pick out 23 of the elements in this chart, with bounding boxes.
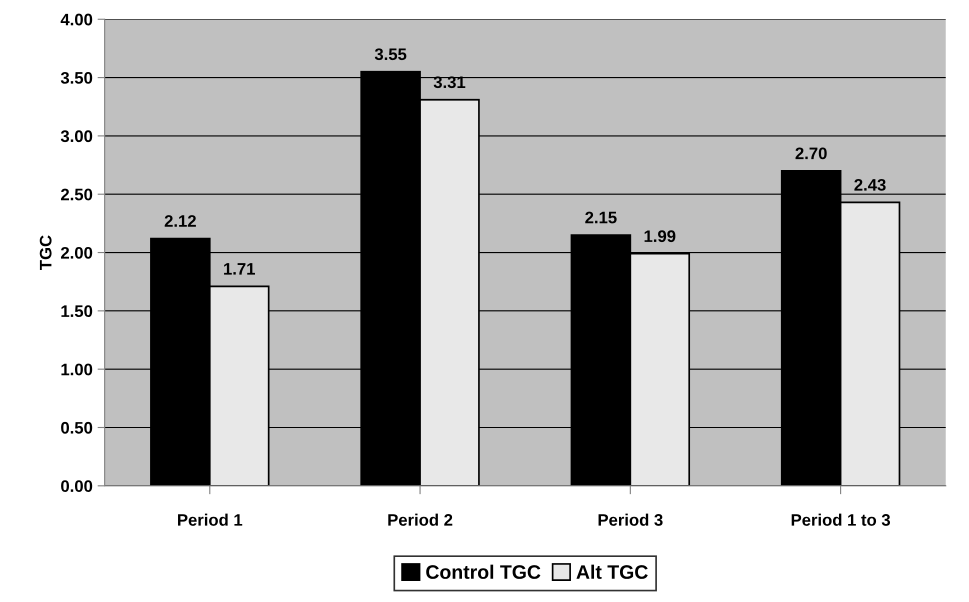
legend-label: Alt TGC [576, 564, 648, 579]
y-tick-label: 4.00 [60, 14, 92, 26]
data-label: 2.43 [854, 178, 886, 191]
x-tick-label: Period 3 [598, 514, 663, 526]
y-tick-label: 1.00 [61, 364, 92, 376]
y-tick-label: 0.00 [61, 480, 92, 492]
y-tick-label: 2.00 [60, 246, 92, 259]
y-tick-label: 1.50 [61, 305, 92, 318]
y-tick-label: 3.00 [60, 130, 92, 142]
data-label: 2.15 [585, 212, 617, 224]
x-tick-label: Period 2 [388, 514, 452, 526]
data-label: 2.12 [164, 215, 196, 227]
data-label: 1.99 [644, 230, 676, 242]
y-axis-title: TGC [40, 235, 52, 270]
x-tick-label: Period 1 to 3 [792, 514, 890, 526]
y-tick-label: 3.50 [60, 72, 92, 84]
data-label: 2.70 [796, 147, 827, 160]
x-tick-label: Period 1 [178, 514, 242, 526]
y-tick-label: 2.50 [60, 188, 92, 200]
legend-label: Control TGC [426, 564, 540, 579]
y-tick-label: 0.50 [61, 422, 92, 434]
data-label: 3.55 [374, 48, 406, 60]
data-label: 1.71 [224, 263, 255, 275]
